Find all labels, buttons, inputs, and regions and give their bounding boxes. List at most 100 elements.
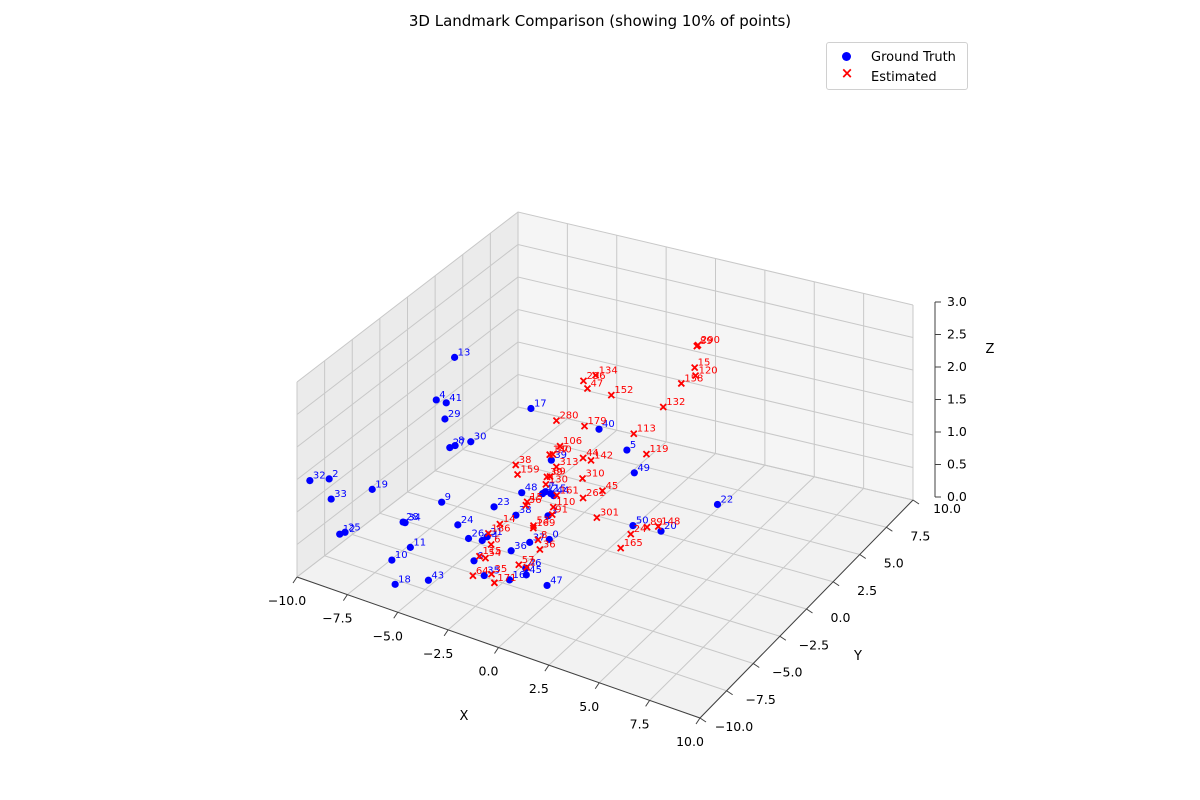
ground-truth-point (595, 425, 603, 433)
ground-truth-point-label: 50 (636, 516, 649, 527)
ground-truth-point (629, 522, 637, 530)
estimated-point-label: 39 (550, 467, 563, 478)
estimated-point (654, 522, 662, 531)
x-tick (443, 629, 449, 637)
x-tick (292, 576, 298, 584)
estimated-point (556, 442, 564, 450)
ground-truth-point-label: 44 (557, 486, 570, 497)
legend-label: Estimated (871, 69, 937, 85)
x-tick (695, 717, 701, 725)
x-tick-label: 0.0 (479, 664, 499, 679)
ground-truth-point (713, 500, 722, 509)
estimated-point-label: 120 (699, 366, 718, 377)
estimated-point-label: 44 (586, 448, 599, 459)
estimated-point-label: 56 (529, 495, 542, 506)
y-tick-label: 2.5 (857, 583, 877, 598)
estimated-point-label: 54 (488, 548, 501, 559)
ground-truth-point (432, 396, 440, 404)
y-tick (779, 635, 787, 641)
ground-truth-point-label: 41 (449, 393, 462, 404)
estimated-point (587, 456, 595, 464)
ground-truth-point-label: 19 (375, 479, 388, 490)
legend-item-ground-truth: Ground Truth (839, 47, 956, 67)
estimated-point-label: 115 (482, 546, 501, 557)
estimated-point (643, 523, 651, 531)
ground-truth-point-label: 43 (431, 570, 444, 581)
estimated-point (607, 391, 615, 399)
estimated-point-label: 113 (637, 424, 656, 435)
ground-truth-point (391, 580, 399, 588)
estimated-point-label: 35 (495, 564, 508, 575)
z-tick-label: 0.0 (947, 489, 967, 504)
estimated-point (693, 342, 701, 350)
y-tick (806, 608, 813, 614)
estimated-point (583, 384, 592, 393)
ground-truth-point (505, 576, 514, 584)
ground-truth-point-label: 27 (453, 438, 466, 449)
x-tick-label: −5.0 (373, 628, 403, 643)
estimated-point (677, 379, 685, 388)
estimated-point (475, 552, 484, 560)
y-tick-label: −7.5 (745, 692, 775, 707)
ground-truth-point-label: 33 (334, 489, 347, 500)
estimated-point (552, 417, 561, 425)
floor-pane (297, 407, 913, 718)
estimated-point (546, 451, 554, 459)
estimated-point (580, 422, 589, 430)
estimated-point-label: 290 (701, 335, 720, 346)
x-tick-label: −10.0 (268, 593, 306, 608)
estimated-point (512, 461, 520, 469)
ground-truth-point-label: 36 (514, 541, 527, 552)
estimated-point (549, 503, 557, 511)
circle-marker-icon (839, 49, 855, 65)
ground-truth-point-label: 9 (445, 492, 451, 503)
estimated-point-label: 69 (553, 467, 566, 478)
legend-item-estimated: × Estimated (839, 65, 937, 87)
estimated-point (691, 372, 700, 380)
estimated-point (691, 363, 699, 372)
x-axis-label: X (460, 709, 469, 724)
ground-truth-point (541, 488, 549, 496)
estimated-point-label: 132 (666, 397, 685, 408)
estimated-point-label: 89 (650, 517, 663, 528)
estimated-point-label: 119 (649, 444, 668, 455)
ground-truth-point (424, 576, 433, 584)
ground-truth-point-label: 18 (398, 574, 411, 585)
z-tick-label: 1.5 (947, 392, 967, 407)
estimated-point-label: 14 (503, 514, 516, 525)
y-tick (726, 690, 733, 696)
estimated-point-label: 36 (543, 539, 556, 550)
ground-truth-point (406, 543, 414, 551)
x-tick-label: 7.5 (630, 716, 650, 731)
estimated-point-label: 142 (594, 450, 613, 461)
x-tick-label: 10.0 (676, 734, 704, 749)
ground-truth-point-label: 49 (637, 463, 650, 474)
estimated-point-label: 6 (494, 535, 500, 546)
estimated-point-label: 261 (586, 488, 605, 499)
estimated-point (523, 563, 531, 571)
ground-truth-point (630, 469, 638, 477)
estimated-point (579, 454, 587, 462)
axis-ticks: −10.0−7.5−5.0−2.50.02.55.07.510.0−10.0−7… (268, 294, 967, 749)
estimated-point-label: 24 (634, 524, 647, 535)
estimated-point-label: 38 (519, 455, 532, 466)
estimated-point (659, 403, 667, 411)
estimated-point-label: 110 (556, 497, 575, 508)
ground-truth-point-label: 38 (519, 505, 532, 516)
estimated-point-label: 45 (605, 481, 618, 492)
ground-truth-point (623, 446, 631, 454)
x-tick-label: −2.5 (423, 646, 453, 661)
ground-truth-point-label: 5 (630, 440, 636, 451)
estimated-point-label: 15 (530, 492, 543, 503)
ground-truth-point (446, 444, 454, 452)
estimated-point-label: 313 (559, 457, 578, 468)
estimated-point-label: 53 (537, 516, 550, 527)
estimated-point-label: 8 (541, 530, 547, 541)
ground-truth-point-label: 10 (395, 550, 408, 561)
estimated-point (484, 529, 493, 538)
ground-truth-point-label: 0 (552, 529, 558, 540)
ground-truth-point (478, 536, 486, 545)
estimated-point-label: 301 (600, 508, 619, 519)
estimated-point-label: 158 (684, 373, 703, 384)
